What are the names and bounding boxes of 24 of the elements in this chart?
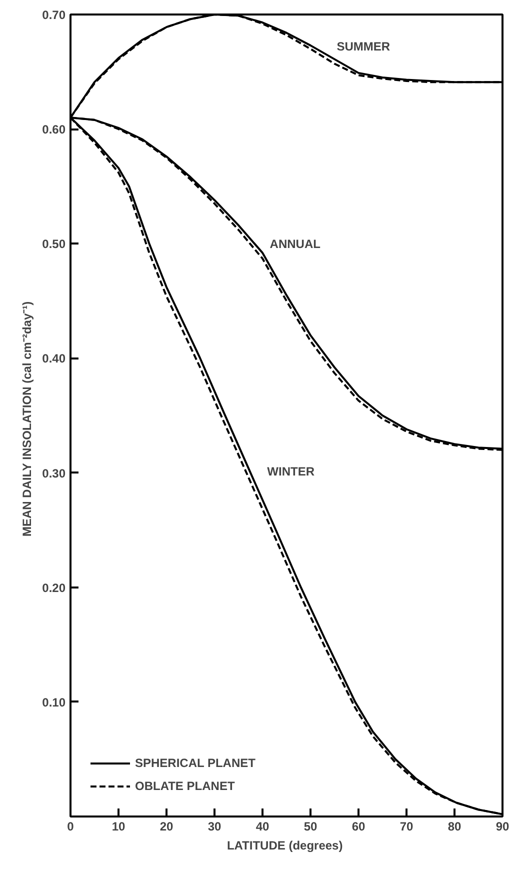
x-tick-label: 80 [448,820,462,834]
y-tick-label: 0.70 [42,8,66,22]
x-tick-label: 50 [304,820,318,834]
y-tick-label: 0.30 [42,466,66,480]
y-tick-label: 0.40 [42,352,66,366]
annotation: SUMMER [336,40,390,54]
x-tick-label: 0 [67,820,74,834]
legend-label: SPHERICAL PLANET [135,756,256,770]
x-tick-label: 70 [400,820,414,834]
y-tick-label: 0.60 [42,122,66,137]
x-axis-title: LATITUDE (degrees) [226,838,343,852]
annotation: ANNUAL [270,236,320,251]
y-tick-label: 0.50 [42,237,66,252]
y-tick-label: 0.20 [42,580,66,595]
x-tick-label: 20 [160,820,174,834]
annotation: WINTER [267,464,315,479]
x-tick-label: 40 [256,820,270,834]
legend-label: OBLATE PLANET [135,779,235,793]
x-tick-label: 30 [208,820,222,834]
y-axis-title: MEAN DAILY INSOLATION (cal cm⁻²day⁻¹) [20,301,34,537]
x-tick-label: 90 [496,820,510,834]
x-tick-label: 60 [352,820,366,834]
y-tick-label: 0.10 [42,695,66,710]
x-tick-label: 10 [112,820,126,834]
